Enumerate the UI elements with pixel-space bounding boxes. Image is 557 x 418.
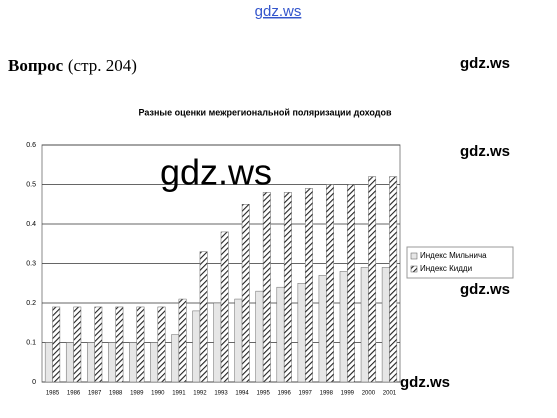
x-tick-label: 1989 xyxy=(130,391,144,397)
y-tick-label: 0.1 xyxy=(26,339,36,346)
x-tick-label: 1988 xyxy=(109,391,123,397)
x-tick-label: 1986 xyxy=(67,391,81,397)
x-tick-label: 1994 xyxy=(235,391,249,397)
bar xyxy=(94,306,103,383)
bar xyxy=(234,298,243,383)
bar xyxy=(318,275,327,383)
question-page: (стр. 204) xyxy=(68,56,137,75)
y-tick-label: 0.2 xyxy=(26,300,36,307)
bar xyxy=(136,306,145,383)
legend-swatch xyxy=(410,252,418,260)
bar xyxy=(276,286,285,383)
bar xyxy=(255,290,264,383)
question-label: Вопрос xyxy=(8,56,64,75)
bar xyxy=(304,188,313,383)
bar xyxy=(178,298,187,383)
bar xyxy=(65,342,74,383)
x-tick-label: 1996 xyxy=(277,391,291,397)
y-tick-label: 0.6 xyxy=(26,142,36,149)
y-tick-label: 0 xyxy=(32,379,36,386)
watermark: gdz.ws xyxy=(160,152,272,193)
bar xyxy=(171,334,180,383)
bar xyxy=(389,176,398,383)
legend-box xyxy=(406,246,514,279)
bar xyxy=(339,271,348,383)
bar xyxy=(241,204,250,383)
bar xyxy=(199,251,208,383)
watermark: gdz.ws xyxy=(460,143,510,160)
y-tick-label: 0.3 xyxy=(26,260,36,267)
legend-swatch xyxy=(410,265,418,273)
x-tick-label: 1997 xyxy=(299,391,313,397)
x-tick-label: 1985 xyxy=(46,391,60,397)
bar xyxy=(108,342,116,383)
x-tick-label: 1987 xyxy=(88,391,102,397)
bar xyxy=(44,342,53,383)
y-tick-label: 0.4 xyxy=(26,221,36,228)
x-tick-label: 1993 xyxy=(214,391,228,397)
chart: 0 0.1 0.2 0.3 0.4 0.5 0.6 1985 1986 1987 1988 1989 1… xyxy=(26,142,514,397)
x-tick-label: 1991 xyxy=(172,391,186,397)
bar xyxy=(283,192,292,383)
bar xyxy=(368,176,377,383)
x-tick-label: 1998 xyxy=(320,391,334,397)
watermark: gdz.ws xyxy=(460,55,510,72)
question-heading: Вопрос (стр. 204) xyxy=(8,56,137,76)
bar xyxy=(262,192,271,383)
x-tick-label: 2001 xyxy=(383,391,397,397)
bar xyxy=(87,342,95,383)
bar xyxy=(52,306,61,383)
x-tick-label: 1995 xyxy=(256,391,270,397)
bar xyxy=(297,283,306,383)
chart-title: Разные оценки межрегиональной поляризаци… xyxy=(138,107,392,117)
legend-label: Индекс Мильнича xyxy=(420,251,487,260)
bar xyxy=(360,267,369,383)
bar xyxy=(326,184,334,383)
x-tick-label: 1999 xyxy=(341,391,355,397)
bar xyxy=(220,231,229,383)
bar xyxy=(129,342,138,383)
bar xyxy=(73,306,82,383)
site-link[interactable]: gdz.ws xyxy=(255,3,302,20)
bar xyxy=(157,306,166,383)
bar xyxy=(347,184,355,383)
watermark: gdz.ws xyxy=(460,281,510,298)
bar xyxy=(381,267,390,383)
legend-label: Индекс Кидди xyxy=(420,264,472,273)
bar xyxy=(150,342,159,383)
bar xyxy=(115,306,124,383)
bar xyxy=(213,302,222,383)
y-tick-label: 0.5 xyxy=(26,181,36,188)
x-tick-label: 1990 xyxy=(151,391,165,397)
bar xyxy=(192,310,201,383)
x-tick-label: 1992 xyxy=(193,391,207,397)
watermark: gdz.ws xyxy=(400,374,450,391)
x-tick-label: 2000 xyxy=(362,391,376,397)
